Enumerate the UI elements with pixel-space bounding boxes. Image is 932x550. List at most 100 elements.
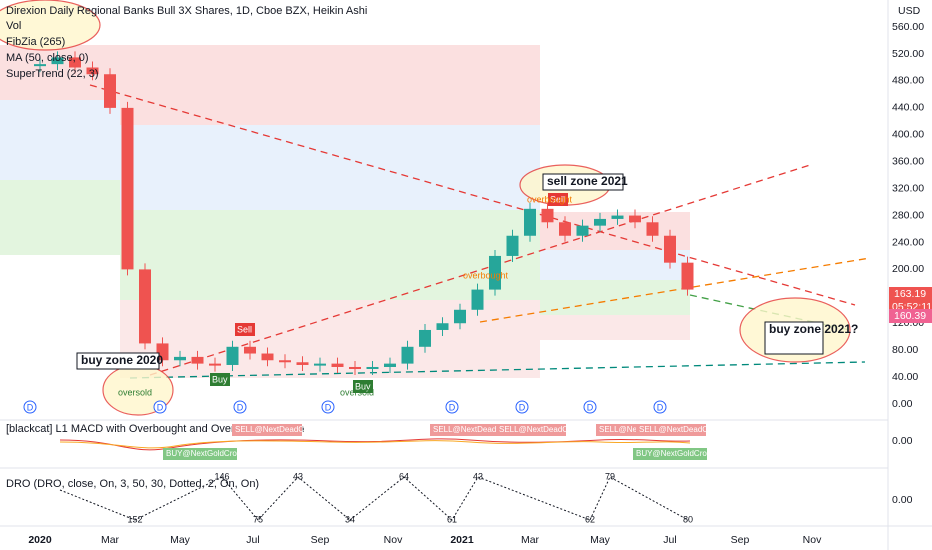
dro-label: 43 [293,471,303,481]
dro-label: 61 [447,514,457,524]
price-tag-text: 160.39 [894,310,926,322]
signal-label: SELL@NextDeadCross [235,425,319,434]
oversold-label: oversold [118,387,152,397]
pane-title: [blackcat] L1 MACD with Overbought and O… [6,423,304,435]
dro-line [59,476,689,521]
candle [611,215,624,219]
overbought-label: overbought [527,194,573,204]
time-tick: Mar [521,534,540,546]
d-label: D [449,402,456,412]
d-label: D [237,402,244,412]
candle [34,64,46,67]
signal-label: BUY@NextGoldCross [166,449,245,458]
price-tick: 80.00 [892,344,918,356]
signal-label: SELL@NextDeadCross [499,425,583,434]
price-tick: 360.00 [892,156,924,168]
fib-zones [0,45,690,378]
d-label: D [519,402,526,412]
time-tick: Jul [663,534,676,546]
candle [331,363,344,367]
candle [209,363,221,366]
candle [314,363,326,366]
d-mark [321,400,335,414]
candle [506,235,519,256]
currency: USD [898,5,921,17]
candle [244,346,256,354]
dro-label: 43 [473,471,483,481]
d-label: D [325,402,332,412]
d-mark [445,400,459,414]
time-tick: 2021 [450,534,474,546]
dro-labels: 152 146 75 43 34 64 61 43 62 79 80 [127,471,693,524]
candle [191,356,204,364]
sell-signal [232,424,302,436]
legend-item: SuperTrend (22, 3) [6,68,99,80]
candle [366,366,379,370]
candle [681,262,694,290]
candle [576,225,589,236]
pane-title: DRO (DRO, close, On, 3, 50, 30, Dotted, … [6,478,259,490]
buy-signal [163,448,237,460]
price-tag [889,287,932,301]
candle [86,67,99,75]
d-mark [515,400,529,414]
candle [121,107,134,270]
price-tick: 560.00 [892,21,924,33]
d-mark [233,400,247,414]
legend-item: FibZia (265) [6,36,65,48]
price-tick: 240.00 [892,236,924,248]
candle [349,366,361,370]
buy-signal [633,448,707,460]
dro-label: 80 [683,514,693,524]
legend-item: Vol [6,20,21,32]
macd-signals: SELL@NextDeadCross SELL@NextDeadCrossSELL… [163,424,723,460]
candle [664,235,676,263]
sell-signal [636,424,706,436]
sell-label: Sell [550,194,565,204]
candle [104,74,116,108]
candle [559,222,571,236]
axis-label: 0.00 [892,494,913,506]
oversold-label: oversold [340,387,374,397]
time-tick: Sep [731,534,750,546]
price-tick: 440.00 [892,102,924,114]
time-tick: Sep [311,534,330,546]
d-label: D [587,402,594,412]
d-mark [583,400,597,414]
annotation: sell zone 2021 [547,174,628,188]
buy-signal [353,380,373,393]
sell-signal [548,193,568,206]
candle [279,360,291,363]
dro-label: 75 [253,514,263,524]
candle [489,255,501,290]
candle [436,323,449,330]
candle [524,208,536,236]
price-tag [889,309,932,323]
signal-label: SELL@NextDeadCross [433,425,517,434]
sell-signal [430,424,500,436]
sell-signal [496,424,566,436]
legend-item: MA (50, close, 0) [6,52,89,64]
d-label: D [157,402,164,412]
candle [401,346,414,364]
chart-title: Direxion Daily Regional Banks Bull 3X Sh… [6,5,367,17]
annotation: buy zone 2021? [769,322,858,336]
dro-label: 64 [399,471,409,481]
d-label: D [657,402,664,412]
annotation-box [76,352,160,370]
candle [139,269,151,344]
d-label: D [27,402,34,412]
price-tick: 0.00 [892,398,913,410]
time-axis: 2020 Mar May Jul Sep Nov 2021 Mar May Jul Sep Nov [28,534,822,546]
candle [646,222,659,236]
price-tick: 40.00 [892,371,918,383]
price-tick: 400.00 [892,129,924,141]
candle [226,346,239,365]
annotation-box [764,321,824,355]
candle [419,329,431,347]
price-tick: 520.00 [892,48,924,60]
d-mark [653,400,667,414]
price-tag-text: 163.19 [894,288,926,300]
